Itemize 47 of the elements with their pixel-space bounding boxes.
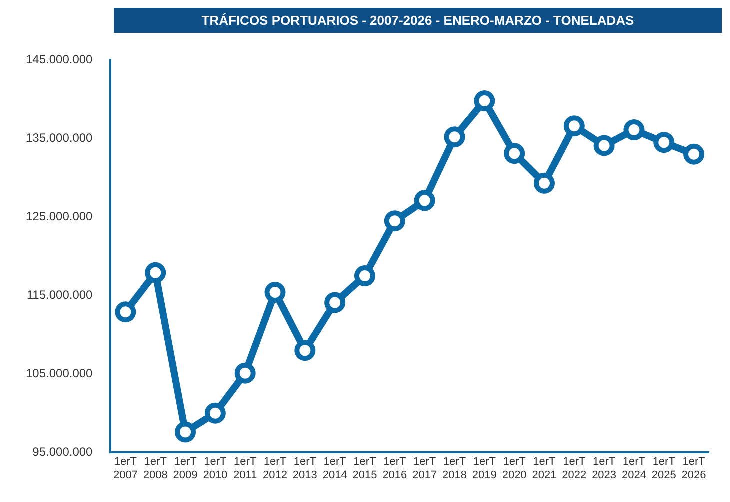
point xyxy=(354,266,376,287)
x-tick-label: 1erT 2018 xyxy=(442,456,467,482)
y-tick-label: 145.000.000 xyxy=(26,52,94,67)
point xyxy=(684,144,705,165)
y-tick-label: 115.000.000 xyxy=(26,288,94,302)
x-tick-label: 1erT 2024 xyxy=(622,456,646,482)
point xyxy=(234,362,256,384)
x-tick-label: 1erT 2012 xyxy=(263,456,288,482)
x-tick-label: 1erT 2009 xyxy=(173,456,198,482)
x-tick-label: 1erT 2013 xyxy=(292,456,318,482)
chart-title: TRÁFICOS PORTUARIOS - 2007-2026 - ENERO-MARZO - TONELADAS xyxy=(114,8,722,33)
point xyxy=(204,402,226,424)
x-tick-label: 1erT 2025 xyxy=(652,456,676,482)
x-tick-label: 1erT 2010 xyxy=(203,456,228,482)
x-tick-label: 1erT 2017 xyxy=(412,456,438,482)
x-tick-label: 1erT 2014 xyxy=(322,456,348,482)
x-tick-label: 1erT 2019 xyxy=(472,456,497,482)
y-tick-label: 125.000.000 xyxy=(26,209,94,224)
x-tick-label: 1erT 2020 xyxy=(502,456,527,482)
point xyxy=(294,340,316,362)
point xyxy=(624,120,645,141)
point xyxy=(264,282,286,303)
point xyxy=(115,302,136,323)
x-tick-label: 1erT 2016 xyxy=(382,456,408,482)
x-tick-label: 1erT 2015 xyxy=(352,456,378,482)
x-tick-label: 1erT 2023 xyxy=(592,456,617,482)
point xyxy=(504,143,526,164)
y-tick-label: 105.000.000 xyxy=(26,366,94,380)
point xyxy=(175,422,196,443)
x-tick-label: 1erT 2008 xyxy=(143,456,168,482)
x-tick-label: 1erT 2011 xyxy=(234,456,258,482)
point xyxy=(444,126,466,148)
point xyxy=(324,292,346,314)
y-tick-label: 135.000.000 xyxy=(26,130,94,145)
point xyxy=(384,210,406,232)
x-tick-label: 1erT 2007 xyxy=(113,456,138,482)
point xyxy=(414,190,436,212)
point xyxy=(474,90,496,112)
x-tick-label: 1erT 2022 xyxy=(562,456,587,482)
y-tick-label: 95.000.000 xyxy=(32,444,94,459)
point xyxy=(564,116,585,137)
x-tick-label: 1erT 2026 xyxy=(682,456,706,482)
point xyxy=(534,172,555,194)
x-tick-label: 1erT 2021 xyxy=(532,456,557,482)
point xyxy=(654,132,675,154)
point xyxy=(594,135,615,156)
point xyxy=(145,262,166,284)
